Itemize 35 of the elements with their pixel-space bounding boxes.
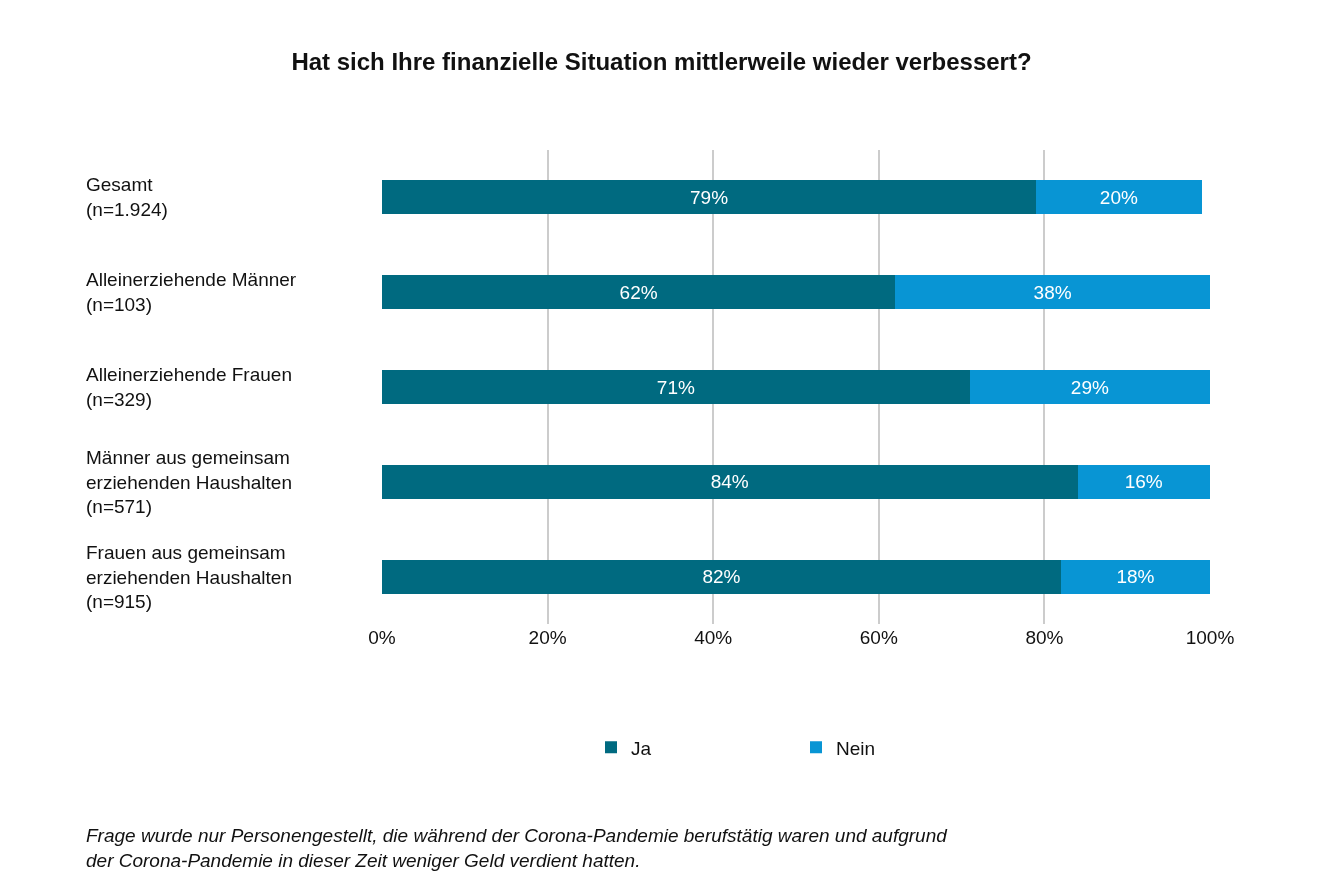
bar xyxy=(969,369,1210,405)
bar xyxy=(382,180,1037,215)
x-tick-label: 80% xyxy=(1025,627,1064,648)
legend-label: Nein xyxy=(836,737,876,759)
data-label: 71% xyxy=(656,376,696,398)
data-label: 38% xyxy=(1033,281,1072,303)
bar xyxy=(1036,180,1202,215)
data-label: 16% xyxy=(1124,471,1163,493)
data-label: 79% xyxy=(689,186,729,208)
data-label: 18% xyxy=(1116,566,1155,588)
x-tick-label: 0% xyxy=(368,627,396,648)
data-label: 20% xyxy=(1099,186,1138,208)
data-label: 29% xyxy=(1070,376,1110,398)
y-tick-label: Männer aus gemeinsam erziehenden Haushalten (n=571) xyxy=(86,447,292,518)
legend-label: Ja xyxy=(631,737,652,759)
y-tick-label: Gesamt (n=1.924) xyxy=(86,174,168,220)
bar xyxy=(382,464,1078,499)
bar xyxy=(895,275,1210,310)
bar xyxy=(1077,464,1210,499)
chart-title: Hat sich Ihre finanzielle Situation mittlerweile wieder verbessert? xyxy=(291,48,1032,76)
data-label: 62% xyxy=(619,281,658,303)
y-tick-label: Frauen aus gemeinsam erziehenden Haushalten (n=915) xyxy=(86,542,292,613)
x-tick-label: 60% xyxy=(859,627,898,648)
data-label: 82% xyxy=(702,566,741,588)
y-tick-label: Alleinerziehende Frauen (n=329) xyxy=(86,364,292,410)
x-tick-label: 100% xyxy=(1185,627,1235,648)
bar xyxy=(382,369,970,405)
bar xyxy=(382,275,896,310)
bar xyxy=(382,559,1061,594)
x-tick-label: 20% xyxy=(528,627,567,648)
text: Frage wurde nur Personengestellt, die während der Corona-Pandemie berufstätig waren und aufgrund der Corona-Pandemie in dieser Zeit weniger Geld verdient hatten. xyxy=(86,825,949,871)
data-label: 84% xyxy=(710,471,749,493)
bar xyxy=(1060,559,1210,594)
y-tick-label: Alleinerziehende Männer (n=103) xyxy=(86,269,297,315)
x-tick-label: 40% xyxy=(694,627,733,648)
